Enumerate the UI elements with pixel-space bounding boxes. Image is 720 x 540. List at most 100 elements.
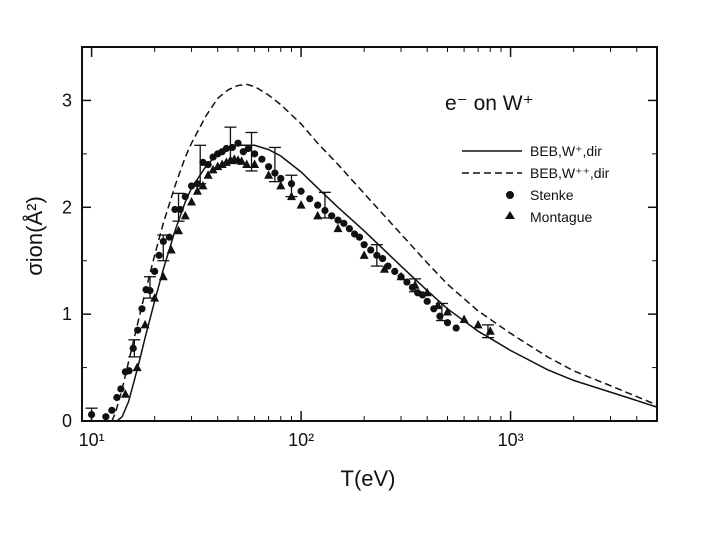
- legend-label-stenke: Stenke: [530, 187, 574, 203]
- stenke-point-35: [277, 174, 285, 183]
- chart-annotation: e⁻ on W⁺: [445, 92, 534, 115]
- stenke-point-9: [138, 305, 146, 313]
- x-tick-label-0: 10¹: [79, 430, 105, 450]
- montague-point-35: [459, 314, 469, 323]
- stenke-point-50: [379, 254, 387, 263]
- stenke-point-12: [151, 267, 159, 275]
- stenke-point-49: [373, 251, 381, 259]
- stenke-point-22: [204, 160, 212, 169]
- montague-point-7: [180, 210, 190, 220]
- stenke-point-34: [271, 169, 279, 177]
- montague-point-11: [203, 170, 213, 179]
- montague-point-31: [410, 280, 420, 289]
- stenke-point-61: [443, 319, 452, 327]
- montague-point-27: [333, 223, 343, 233]
- montague-point-29: [379, 264, 389, 273]
- stenke-point-32: [258, 155, 266, 163]
- stenke-point-48: [367, 246, 375, 254]
- stenke-point-27: [228, 143, 236, 152]
- stenke-point-13: [155, 251, 163, 259]
- y-tick-label-1: 1: [62, 304, 72, 324]
- montague-point-10: [198, 180, 208, 190]
- stenke-point-58: [423, 297, 431, 305]
- stenke-point-57: [418, 291, 427, 299]
- montague-point-23: [276, 180, 286, 190]
- montague-point-4: [158, 271, 168, 281]
- y-tick-label-2: 2: [62, 197, 72, 217]
- stenke-point-38: [306, 195, 314, 203]
- legend-swatch-circle: [506, 191, 514, 199]
- x-tick-label-2: 10³: [498, 430, 524, 450]
- legend: BEB,W⁺,dir BEB,W⁺⁺,dir Stenke Montague: [462, 143, 610, 225]
- montague-point-1: [132, 362, 142, 372]
- axes: 0 1 2 3 10¹ 10² 10³: [62, 47, 657, 450]
- montague-point-0: [120, 389, 130, 398]
- stenke-point-11: [146, 287, 154, 295]
- montague-point-15: [221, 157, 231, 166]
- stenke-point-33: [265, 163, 273, 171]
- stenke-point-8: [134, 326, 142, 334]
- plot-frame: [81, 46, 658, 422]
- montague-point-19: [237, 156, 247, 165]
- montague-point-30: [396, 271, 406, 281]
- montague-point-26: [313, 210, 323, 220]
- stenke-point-6: [125, 367, 133, 375]
- montague-point-37: [485, 326, 495, 335]
- montague-point-21: [250, 159, 260, 169]
- error-bars: [85, 126, 494, 422]
- stenke-point-28: [234, 139, 242, 147]
- stenke-point-30: [244, 144, 252, 153]
- legend-label-montague: Montague: [530, 209, 592, 225]
- montague-point-36: [473, 319, 483, 329]
- stenke-point-2: [108, 406, 116, 414]
- stenke-point-41: [328, 212, 336, 220]
- x-tick-label-1: 10²: [288, 430, 314, 450]
- montague-point-9: [192, 186, 202, 195]
- legend-label-beb-w-plus: BEB,W⁺,dir: [530, 143, 602, 159]
- stenke-point-40: [321, 206, 329, 215]
- stenke-point-7: [129, 344, 137, 352]
- y-axis-title: σion(Å²): [22, 196, 47, 276]
- montague-point-33: [433, 300, 443, 310]
- montague-point-34: [443, 307, 453, 316]
- stenke-point-39: [314, 201, 322, 209]
- x-axis-title: T(eV): [341, 466, 396, 491]
- stenke-point-60: [436, 312, 444, 320]
- montague-point-3: [150, 293, 160, 302]
- stenke-point-26: [222, 144, 230, 153]
- montague-point-25: [296, 200, 306, 209]
- stenke-point-43: [340, 219, 348, 227]
- series: [111, 83, 658, 422]
- montague-point-2: [140, 319, 150, 329]
- y-tick-label-3: 3: [62, 90, 72, 110]
- stenke-point-52: [391, 267, 399, 275]
- stenke-point-1: [102, 413, 110, 421]
- stenke-point-15: [165, 233, 173, 241]
- montague-point-8: [187, 196, 197, 206]
- stenke-point-0: [87, 410, 96, 419]
- stenke-point-31: [251, 150, 259, 158]
- montague-point-6: [174, 225, 184, 235]
- montague-point-13: [213, 161, 223, 171]
- legend-swatch-triangle: [505, 211, 515, 219]
- montague-point-22: [264, 170, 274, 179]
- series-line-1: [111, 83, 658, 422]
- stenke-point-14: [159, 237, 167, 246]
- montague-point-12: [208, 164, 218, 174]
- stenke-point-18: [181, 193, 189, 201]
- montague-point-32: [422, 287, 432, 297]
- stenke-point-47: [360, 241, 368, 249]
- legend-label-beb-w-plusplus: BEB,W⁺⁺,dir: [530, 165, 610, 181]
- stenke-point-16: [171, 205, 179, 214]
- stenke-point-3: [113, 393, 121, 402]
- stenke-point-62: [452, 324, 460, 332]
- montague-point-5: [166, 245, 176, 254]
- stenke-point-54: [403, 278, 411, 286]
- stenke-point-19: [187, 182, 196, 190]
- stenke-point-17: [176, 205, 184, 214]
- markers: [87, 139, 495, 421]
- stenke-point-4: [117, 385, 125, 393]
- y-tick-label-0: 0: [62, 411, 72, 431]
- stenke-point-42: [334, 216, 342, 224]
